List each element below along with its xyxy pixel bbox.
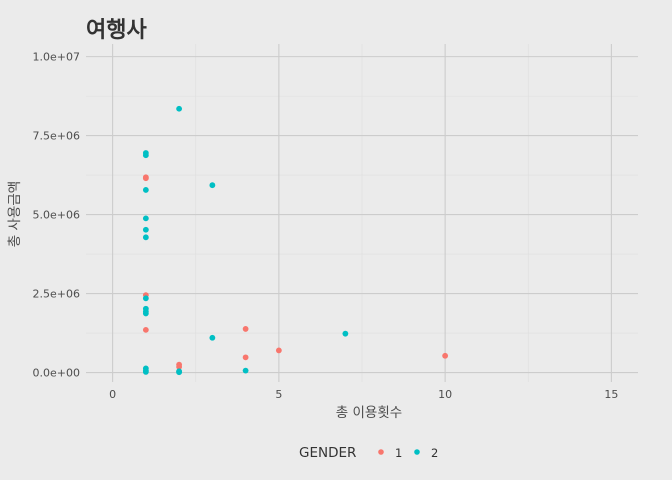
data-point-gender-1: [242, 354, 249, 361]
legend-key-1: [378, 449, 384, 455]
data-point-gender-2: [142, 226, 149, 233]
chart-title: 여행사: [86, 18, 147, 43]
y-tick-label: 1.0e+07: [33, 51, 80, 64]
data-point-gender-2: [176, 369, 183, 376]
data-points: [142, 105, 449, 376]
grid: [86, 44, 638, 382]
x-tick-label: 5: [275, 388, 282, 401]
x-tick-label: 0: [109, 388, 116, 401]
x-tick-label: 10: [438, 388, 452, 401]
y-tick-label: 7.5e+06: [33, 130, 80, 143]
data-point-gender-1: [442, 352, 449, 359]
data-point-gender-2: [209, 334, 216, 341]
data-point-gender-1: [142, 326, 149, 333]
x-axis-ticks: 0 5 10 15: [109, 388, 618, 401]
data-point-gender-2: [176, 105, 183, 112]
legend-title: GENDER: [299, 445, 356, 461]
data-point-gender-2: [242, 367, 249, 374]
data-point-gender-1: [275, 347, 282, 354]
data-point-gender-2: [209, 182, 216, 189]
legend-label-2: 2: [431, 446, 438, 460]
y-tick-label: 5.0e+06: [33, 209, 80, 222]
y-axis-ticks: 0.0e+00 2.5e+06 5.0e+06 7.5e+06 1.0e+07: [33, 51, 80, 380]
data-point-gender-1: [142, 175, 149, 182]
data-point-gender-2: [142, 215, 149, 222]
data-point-gender-2: [142, 310, 149, 317]
data-point-gender-2: [342, 330, 349, 337]
y-tick-label: 2.5e+06: [33, 288, 80, 301]
data-point-gender-2: [142, 152, 149, 159]
legend: GENDER 1 2: [299, 445, 438, 461]
data-point-gender-2: [142, 187, 149, 193]
data-point-gender-2: [142, 234, 149, 241]
data-point-gender-1: [242, 326, 249, 332]
x-axis-title: 총 이용횟수: [336, 405, 402, 421]
legend-label-1: 1: [395, 446, 402, 460]
data-point-gender-2: [142, 368, 149, 375]
x-tick-label: 15: [604, 388, 618, 401]
data-point-gender-1: [176, 363, 183, 370]
data-point-gender-2: [142, 295, 149, 302]
y-tick-label: 0.0e+00: [33, 367, 80, 380]
legend-key-2: [414, 449, 420, 455]
y-axis-title: 총 사용금액: [7, 181, 23, 247]
